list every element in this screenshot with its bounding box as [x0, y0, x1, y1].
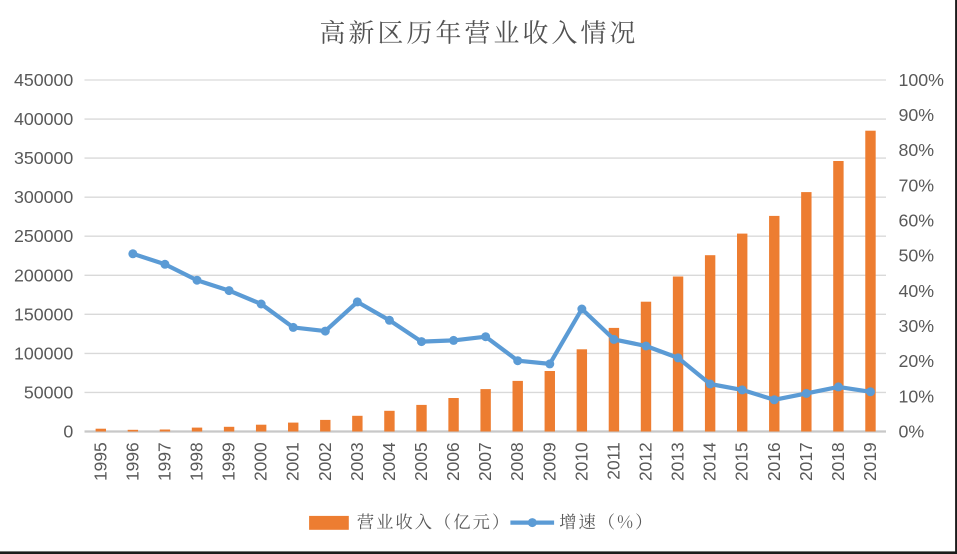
- svg-text:2015: 2015: [732, 442, 752, 481]
- svg-text:2010: 2010: [571, 442, 591, 481]
- svg-text:2000: 2000: [251, 442, 271, 481]
- svg-text:300000: 300000: [14, 187, 73, 207]
- svg-text:2001: 2001: [283, 442, 303, 481]
- svg-text:1995: 1995: [90, 442, 110, 481]
- svg-text:100%: 100%: [899, 70, 945, 90]
- svg-text:90%: 90%: [899, 105, 935, 125]
- svg-text:2011: 2011: [603, 442, 623, 479]
- svg-text:2008: 2008: [507, 442, 527, 481]
- svg-text:30%: 30%: [899, 316, 935, 336]
- svg-text:70%: 70%: [899, 175, 935, 195]
- svg-text:100000: 100000: [14, 343, 73, 363]
- svg-text:50%: 50%: [899, 246, 935, 266]
- svg-text:40%: 40%: [899, 281, 935, 301]
- svg-text:1996: 1996: [122, 442, 142, 481]
- svg-text:50000: 50000: [24, 382, 74, 402]
- svg-text:2012: 2012: [635, 442, 655, 481]
- svg-text:2009: 2009: [539, 442, 559, 481]
- svg-text:150000: 150000: [14, 304, 73, 324]
- svg-text:2019: 2019: [860, 442, 880, 481]
- svg-text:0: 0: [63, 422, 73, 442]
- svg-text:400000: 400000: [14, 109, 73, 129]
- svg-text:2014: 2014: [700, 442, 720, 481]
- svg-text:2007: 2007: [475, 442, 495, 481]
- svg-text:1999: 1999: [219, 442, 239, 481]
- svg-text:2004: 2004: [379, 442, 399, 481]
- svg-text:2005: 2005: [411, 442, 431, 481]
- svg-text:60%: 60%: [899, 211, 935, 231]
- svg-text:0%: 0%: [899, 421, 925, 441]
- svg-text:350000: 350000: [14, 148, 73, 168]
- svg-text:2003: 2003: [347, 442, 367, 481]
- svg-text:10%: 10%: [899, 386, 935, 406]
- svg-text:20%: 20%: [899, 351, 935, 371]
- svg-text:2002: 2002: [315, 442, 335, 481]
- svg-text:2006: 2006: [443, 442, 463, 481]
- svg-text:80%: 80%: [899, 140, 935, 160]
- svg-text:1998: 1998: [187, 442, 207, 481]
- svg-text:2018: 2018: [828, 442, 848, 481]
- svg-text:2016: 2016: [764, 442, 784, 481]
- svg-text:250000: 250000: [14, 226, 73, 246]
- svg-text:2013: 2013: [668, 442, 688, 481]
- svg-text:2017: 2017: [796, 442, 816, 481]
- svg-text:450000: 450000: [14, 70, 73, 90]
- svg-text:200000: 200000: [14, 265, 73, 285]
- svg-text:1997: 1997: [154, 442, 174, 481]
